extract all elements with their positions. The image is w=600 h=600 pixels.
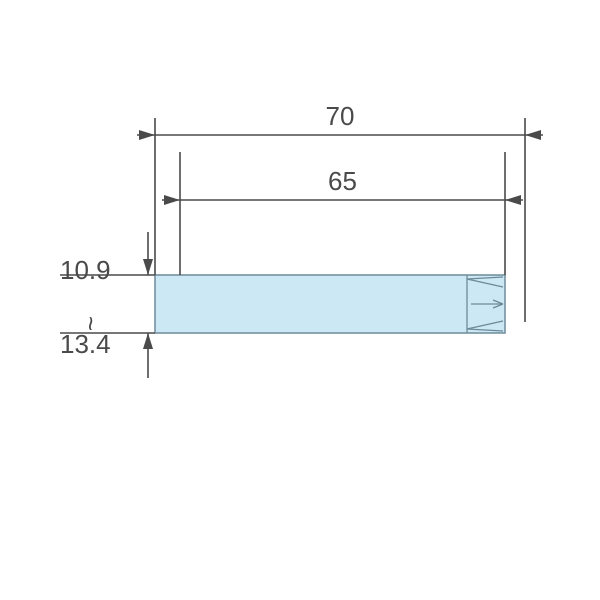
dimension-drawing: 70 65 10.9 ~ 13.4: [0, 0, 600, 600]
part-body: [155, 275, 505, 333]
dimension-65-label: 65: [328, 166, 357, 196]
dimension-height-label-top: 10.9: [60, 255, 111, 285]
dimension-height-label-bottom: 13.4: [60, 329, 111, 359]
dimension-70-label: 70: [326, 101, 355, 131]
